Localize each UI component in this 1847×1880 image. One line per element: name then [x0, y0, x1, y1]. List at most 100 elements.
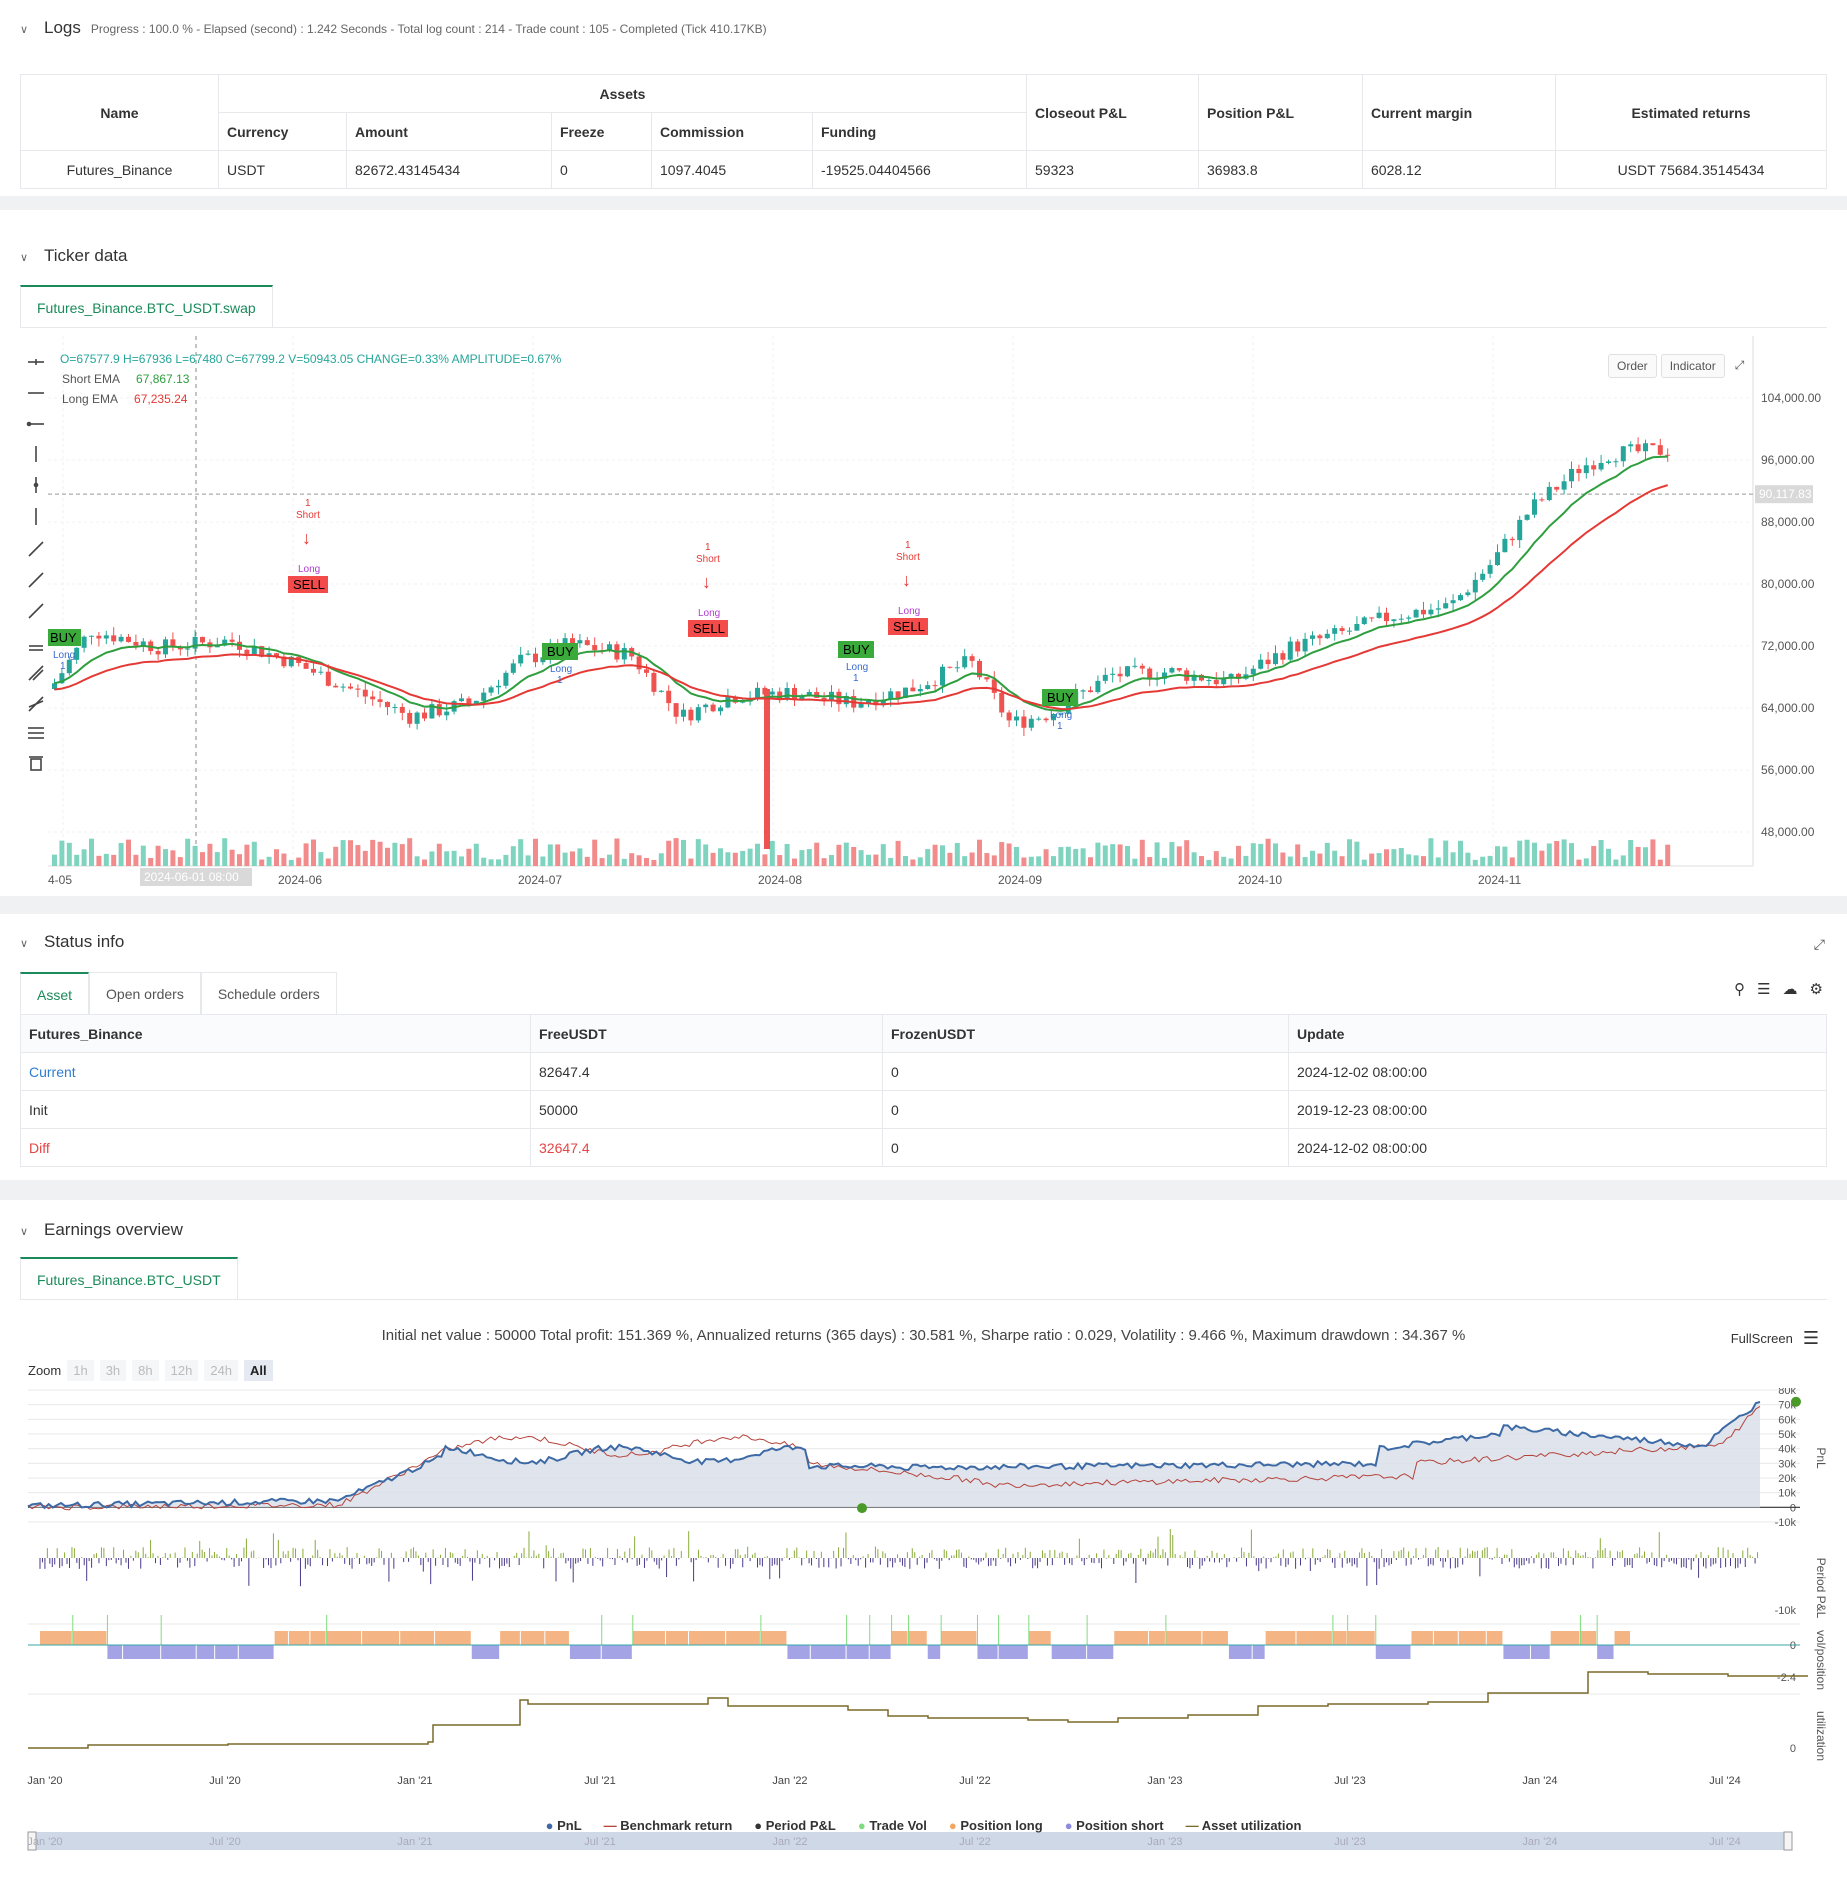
candle: [1310, 631, 1315, 646]
period-tick-label: -10k: [1775, 1605, 1797, 1617]
fullscreen-expand-icon[interactable]: ⤢: [1813, 936, 1825, 952]
date-tick-label: 2024-07: [518, 873, 562, 887]
volume-bar: [1184, 840, 1190, 866]
volume-bar: [1243, 855, 1249, 866]
search-icon[interactable]: ⚲: [1734, 981, 1746, 998]
drawing-toolbar[interactable]: [24, 350, 48, 990]
indicator-button[interactable]: Indicator: [1660, 354, 1725, 378]
volume-bar: [229, 849, 235, 866]
candle-body: [1221, 678, 1227, 685]
volume-bar: [1154, 842, 1160, 866]
candle-body: [1250, 668, 1256, 675]
order-button[interactable]: Order: [1608, 354, 1657, 378]
volume-bar: [496, 859, 501, 866]
volume-bar: [1443, 840, 1449, 866]
fullscreen-button[interactable]: FullScreen: [1730, 1331, 1793, 1346]
fullscreen-control[interactable]: FullScreen ☰: [1731, 1328, 1819, 1349]
candle-body: [592, 645, 598, 651]
price-tick-label: 56,000.00: [1761, 763, 1815, 777]
volume-bar: [954, 843, 960, 866]
candle: [695, 704, 701, 723]
earnings-chart[interactable]: 80k70k60k50k40k30k20k10k0-10k-10k0-2.40P…: [20, 1388, 1828, 1880]
menu-icon[interactable]: ☰: [1802, 1328, 1819, 1348]
zoom-all-button[interactable]: All: [244, 1360, 273, 1381]
navigator-tick-label: Jan '22: [772, 1836, 807, 1848]
candle: [348, 683, 353, 690]
fib-retracement-tool-icon: [28, 727, 44, 739]
legend-line-icon: —: [1185, 1818, 1199, 1833]
volume-bar: [1332, 850, 1338, 866]
settings-gear-icon[interactable]: ⚙: [1809, 981, 1823, 998]
position-short-bar: [846, 1645, 869, 1659]
parallel-line-tool-icon: [28, 572, 44, 588]
candle-body: [799, 696, 805, 700]
candle: [1465, 589, 1471, 597]
zoom-1h-button[interactable]: 1h: [67, 1360, 94, 1381]
volume-bar: [1162, 857, 1167, 866]
candle: [1554, 486, 1560, 492]
table-row: Futures_Binance USDT 82672.43145434 0 10…: [20, 150, 1827, 189]
volume-bar: [584, 856, 590, 866]
volume-bar: [903, 855, 908, 866]
zoom-3h-button[interactable]: 3h: [99, 1360, 127, 1381]
legend-label: Trade Vol: [869, 1818, 927, 1833]
legend-position-short[interactable]: ● Position short: [1065, 1818, 1164, 1833]
ticker-header[interactable]: ∨ Ticker data: [20, 246, 127, 266]
candle-body: [1088, 690, 1093, 693]
x-tick-label: Jan '22: [772, 1775, 807, 1787]
position-long-bar: [891, 1631, 908, 1645]
candle: [718, 705, 723, 716]
collapse-chevron-icon[interactable]: ∨: [20, 1226, 29, 1238]
col-amount: Amount: [346, 112, 552, 151]
legend-period-pnl[interactable]: ● Period P&L: [754, 1818, 836, 1833]
candle-body: [880, 699, 886, 706]
zoom-8h-button[interactable]: 8h: [132, 1360, 159, 1381]
candle: [710, 702, 716, 713]
col-position: Position P&L: [1198, 74, 1363, 151]
candle-body: [140, 641, 146, 646]
candle-body: [703, 704, 709, 708]
expand-icon[interactable]: ⤢: [1734, 358, 1745, 372]
cloud-download-icon[interactable]: ☁: [1782, 981, 1798, 998]
candle-body: [118, 636, 124, 642]
cell-amount: 82672.43145434: [346, 150, 552, 189]
candlestick-chart[interactable]: 104,000.00 96,000.00 88,000.00 80,000.00 72,…: [48, 336, 1828, 896]
collapse-chevron-icon[interactable]: ∨: [20, 938, 29, 950]
volume-bar: [1236, 845, 1241, 866]
candle: [1421, 601, 1426, 619]
collapse-chevron-icon[interactable]: ∨: [20, 252, 29, 264]
status-header[interactable]: ∨ Status info: [20, 932, 124, 952]
tab-asset[interactable]: Asset: [20, 972, 90, 1014]
row-label-current[interactable]: Current: [20, 1052, 531, 1091]
candle-body: [925, 685, 931, 690]
candle-body: [52, 683, 57, 689]
collapse-chevron-icon[interactable]: ∨: [20, 24, 29, 36]
volume-bar: [1206, 859, 1212, 866]
legend-label: PnL: [557, 1818, 582, 1833]
candle-body: [1176, 668, 1182, 671]
tab-schedule-orders[interactable]: Schedule orders: [200, 972, 337, 1014]
volume-bar: [89, 838, 94, 866]
legend-position-long[interactable]: ● Position long: [949, 1818, 1043, 1833]
candle-body: [1273, 653, 1278, 665]
candle-body: [1421, 609, 1426, 615]
tab-open-orders[interactable]: Open orders: [89, 972, 201, 1014]
zoom-24h-button[interactable]: 24h: [204, 1360, 239, 1381]
volume-bar: [1051, 856, 1056, 866]
zoom-12h-button[interactable]: 12h: [164, 1360, 199, 1381]
tab-btc-usdt[interactable]: Futures_Binance.BTC_USDT: [20, 1257, 238, 1299]
tab-btc-usdt-swap[interactable]: Futures_Binance.BTC_USDT.swap: [20, 285, 273, 327]
legend-asset-utilization[interactable]: — Asset utilization: [1186, 1818, 1302, 1833]
candle: [444, 704, 450, 721]
candle: [1058, 712, 1064, 715]
legend-benchmark[interactable]: — Benchmark return: [604, 1818, 733, 1833]
list-icon[interactable]: ☰: [1757, 981, 1771, 998]
volume-bar: [340, 840, 346, 866]
legend-pnl[interactable]: ● PnL: [546, 1818, 582, 1833]
legend-trade-vol[interactable]: ● Trade Vol: [858, 1818, 927, 1833]
col-assets: Assets: [218, 74, 1027, 113]
candle-body: [318, 671, 324, 673]
earnings-header[interactable]: ∨ Earnings overview: [20, 1220, 183, 1240]
cell-funding: -19525.04404566: [812, 150, 1027, 189]
logs-header[interactable]: ∨ Logs Progress : 100.0 % - Elapsed (sec…: [20, 18, 767, 38]
